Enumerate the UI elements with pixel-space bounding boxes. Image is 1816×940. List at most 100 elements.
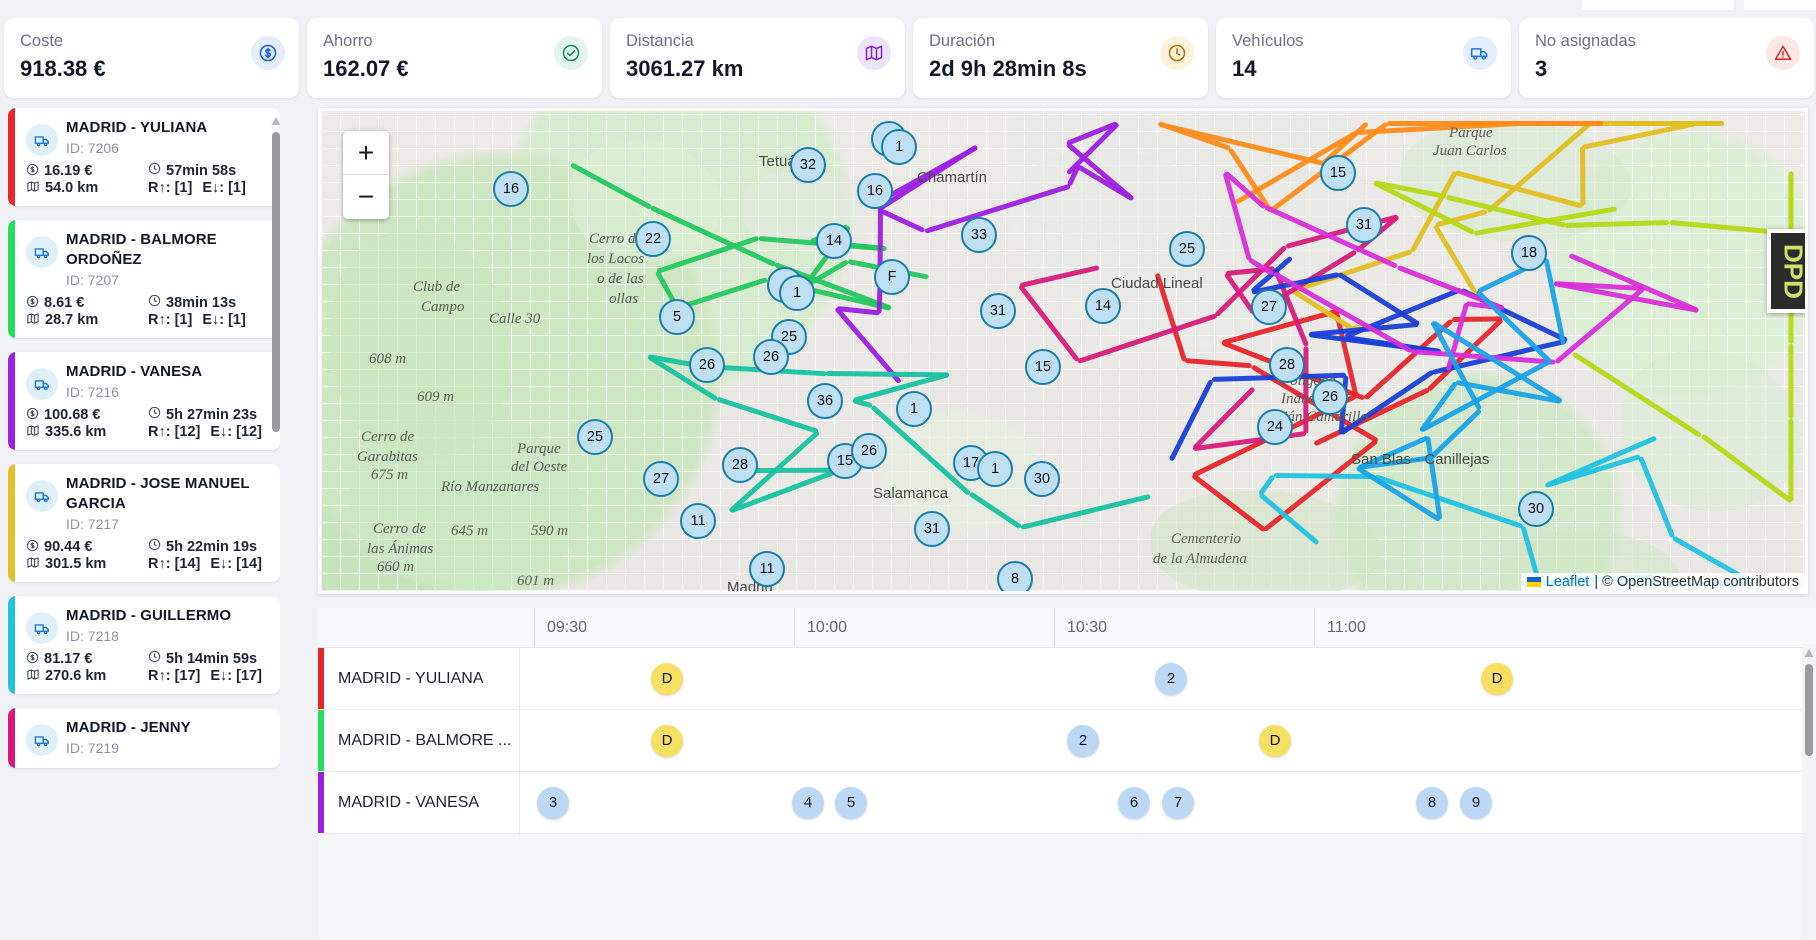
gantt-stop-marker[interactable]: 6 <box>1118 786 1150 819</box>
route-card[interactable]: MADRID - JOSE MANUEL GARCIA ID: 7217 90.44… <box>8 464 280 582</box>
gantt-stop-marker[interactable]: 8 <box>1416 786 1448 819</box>
gantt-scroll-thumb[interactable] <box>1805 664 1813 756</box>
gantt-time-tick: 10:30 <box>1054 608 1107 647</box>
map-stop-marker[interactable]: 16 <box>857 173 893 209</box>
gantt-stop-marker[interactable]: D <box>651 662 683 695</box>
map-panel[interactable]: + − Club de Campo Cerro de los Locos o de la… <box>318 108 1808 594</box>
gantt-row[interactable]: MADRID - VANESA 3 4 5 6 7 8 9 <box>318 772 1816 834</box>
map-place-label: Cerro de <box>373 521 427 537</box>
zoom-out-button[interactable]: − <box>357 181 375 212</box>
map-icon <box>26 424 40 440</box>
map-stop-marker[interactable]: F <box>874 259 910 295</box>
kpi-card-ahorro: Ahorro 162.07 € <box>307 18 602 98</box>
map-stop-marker[interactable]: 1 <box>779 275 815 311</box>
map-stop-marker[interactable]: 28 <box>722 447 758 483</box>
map-stop-marker[interactable]: 15 <box>1320 155 1356 191</box>
sidebar-scroll-thumb[interactable] <box>272 132 280 432</box>
gantt-stop-marker[interactable]: D <box>1259 724 1291 757</box>
routes-sidebar[interactable]: MADRID - YULIANA ID: 7206 16.19 €57min 58s… <box>8 108 280 940</box>
gantt-stop-marker[interactable]: D <box>651 724 683 757</box>
map-stop-marker[interactable]: 11 <box>749 551 785 587</box>
map-stop-marker[interactable]: 26 <box>753 339 789 375</box>
map-stop-marker[interactable]: 28 <box>1269 347 1305 383</box>
route-card[interactable]: MADRID - YULIANA ID: 7206 16.19 €57min 58s… <box>8 108 280 206</box>
map-stop-marker[interactable]: 31 <box>980 293 1016 329</box>
map-place-label: Club de <box>413 279 461 295</box>
map-icon <box>26 668 40 684</box>
map-stop-marker[interactable]: 14 <box>816 223 852 259</box>
map-stop-marker[interactable]: 30 <box>1518 491 1554 527</box>
route-card[interactable]: MADRID - BALMORE ORDOÑEZ ID: 7207 8.61 €38… <box>8 220 280 338</box>
map-stop-marker[interactable]: 25 <box>577 419 613 455</box>
route-duration: 38min 13s <box>148 294 270 311</box>
gantt-timeline-lane[interactable]: D 2 D <box>520 648 1816 709</box>
leaflet-link[interactable]: Leaflet <box>1545 574 1590 590</box>
map-stop-marker[interactable]: 5 <box>659 299 695 335</box>
gantt-stop-marker[interactable]: 9 <box>1460 786 1492 819</box>
map-stop-marker[interactable]: 1 <box>977 451 1013 487</box>
map-stop-marker[interactable]: 15 <box>1025 349 1061 385</box>
map-place-label: de la Almudena <box>1153 551 1247 567</box>
route-distance: 335.6 km <box>26 424 148 440</box>
leaflet-map[interactable]: + − Club de Campo Cerro de los Locos o de la… <box>321 111 1805 591</box>
gantt-stop-marker[interactable]: 4 <box>792 786 824 819</box>
gantt-stop-marker[interactable]: D <box>1481 662 1513 695</box>
map-stop-marker[interactable]: 1 <box>881 129 917 165</box>
map-stop-marker[interactable]: 25 <box>1169 231 1205 267</box>
map-zoom-controls[interactable]: + − <box>343 131 389 219</box>
map-stop-marker[interactable]: 27 <box>643 461 679 497</box>
route-card[interactable]: MADRID - GUILLERMO ID: 7218 81.17 €5h 14mi… <box>8 596 280 694</box>
gantt-row[interactable]: MADRID - BALMORE ... D 2 D <box>318 710 1816 772</box>
map-stop-marker[interactable]: 32 <box>790 147 826 183</box>
route-pickups: R↑: [1] <box>148 180 193 196</box>
map-stop-marker[interactable]: 31 <box>1346 207 1382 243</box>
gantt-scroll-up-arrow-icon[interactable] <box>1804 648 1814 658</box>
route-id: ID: 7217 <box>66 516 119 532</box>
route-title: MADRID - JENNY <box>66 719 191 736</box>
gantt-stop-marker[interactable]: 3 <box>537 786 569 819</box>
gantt-stop-marker[interactable]: 2 <box>1155 662 1187 695</box>
map-stop-marker[interactable]: 26 <box>851 433 887 469</box>
map-place-label: San Blas - Canillejas <box>1351 451 1490 468</box>
map-stop-marker[interactable]: 36 <box>807 383 843 419</box>
map-stop-marker[interactable]: 1 <box>896 391 932 427</box>
truck-icon <box>26 724 58 756</box>
gantt-row[interactable]: MADRID - YULIANA D 2 D <box>318 648 1816 710</box>
gantt-scrollbar[interactable] <box>1802 644 1816 940</box>
route-card[interactable]: MADRID - JENNY ID: 7219 <box>8 708 280 768</box>
map-stop-marker[interactable]: 18 <box>1511 235 1547 271</box>
gantt-time-axis: 09:30 10:00 10:30 11:00 <box>318 608 1816 648</box>
map-route-segment <box>1274 472 1375 479</box>
ghost-tab-1[interactable] <box>1582 0 1734 10</box>
map-route-segment <box>1486 121 1603 126</box>
map-stop-marker[interactable]: 11 <box>680 503 716 539</box>
route-cost: 100.68 € <box>26 406 148 423</box>
gantt-stop-marker[interactable]: 5 <box>835 786 867 819</box>
gantt-stop-marker[interactable]: 2 <box>1067 724 1099 757</box>
map-place-label: Calle 30 <box>489 311 541 327</box>
map-stop-marker[interactable]: 8 <box>997 561 1033 591</box>
gantt-stop-marker[interactable]: 7 <box>1162 786 1194 819</box>
map-stop-marker[interactable]: 16 <box>493 171 529 207</box>
map-stop-marker[interactable]: 24 <box>1257 409 1293 445</box>
map-stop-marker[interactable]: 26 <box>689 347 725 383</box>
sidebar-scrollbar[interactable] <box>271 108 280 444</box>
map-stop-marker[interactable]: 30 <box>1024 461 1060 497</box>
ghost-tab-2[interactable] <box>1744 0 1816 10</box>
map-stop-marker[interactable]: 22 <box>635 221 671 257</box>
route-color-accent <box>8 352 15 450</box>
route-deliveries: E↓: [14] <box>210 556 262 572</box>
routes-gantt-panel[interactable]: 09:30 10:00 10:30 11:00 MADRID - YULIANA D 2 D… <box>318 608 1816 940</box>
route-card[interactable]: MADRID - VANESA ID: 7216 100.68 €5h 27min … <box>8 352 280 450</box>
gantt-route-color <box>318 710 324 771</box>
map-icon <box>26 180 40 196</box>
gantt-timeline-lane[interactable]: D 2 D <box>520 710 1816 771</box>
map-stop-marker[interactable]: 27 <box>1251 289 1287 325</box>
map-stop-marker[interactable]: 26 <box>1312 379 1348 415</box>
map-stop-marker[interactable]: 14 <box>1085 288 1121 324</box>
scroll-up-arrow-icon[interactable] <box>271 116 280 126</box>
zoom-in-button[interactable]: + <box>343 131 389 175</box>
map-stop-marker[interactable]: 31 <box>914 511 950 547</box>
map-stop-marker[interactable]: 33 <box>961 217 997 253</box>
